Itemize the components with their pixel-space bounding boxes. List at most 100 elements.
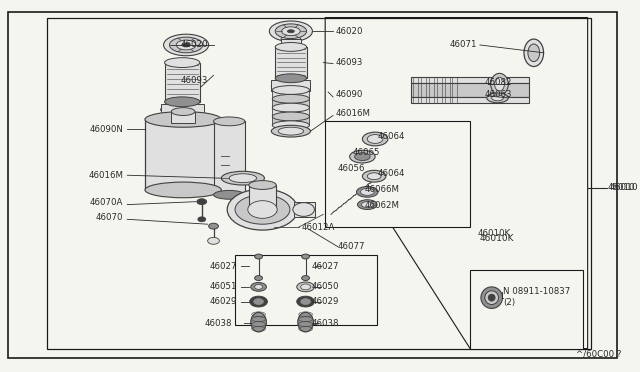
Ellipse shape <box>170 37 203 53</box>
Ellipse shape <box>164 58 200 67</box>
Ellipse shape <box>253 299 264 305</box>
Ellipse shape <box>182 43 190 47</box>
Ellipse shape <box>251 282 266 291</box>
Bar <box>47 17 591 349</box>
Ellipse shape <box>221 171 264 185</box>
Ellipse shape <box>269 21 312 42</box>
Bar <box>214 121 245 195</box>
Bar <box>294 202 316 217</box>
Ellipse shape <box>293 203 314 217</box>
Text: 46010: 46010 <box>607 183 635 192</box>
Bar <box>421 77 426 103</box>
Ellipse shape <box>214 117 245 126</box>
Text: 46090N: 46090N <box>90 125 124 134</box>
Ellipse shape <box>272 86 310 94</box>
Bar <box>281 39 301 47</box>
Ellipse shape <box>251 312 266 332</box>
Text: 46070A: 46070A <box>90 198 124 207</box>
Text: 46012A: 46012A <box>301 222 335 232</box>
Ellipse shape <box>272 103 310 112</box>
Ellipse shape <box>209 223 218 229</box>
Ellipse shape <box>491 73 508 95</box>
Ellipse shape <box>198 217 205 222</box>
Ellipse shape <box>235 195 290 224</box>
Bar <box>412 83 529 97</box>
Ellipse shape <box>164 97 200 107</box>
Text: ^/60C00 ?: ^/60C00 ? <box>576 350 621 359</box>
Text: 46038: 46038 <box>312 319 339 328</box>
Text: 46082: 46082 <box>485 78 512 87</box>
Text: 46010K: 46010K <box>478 230 511 238</box>
Ellipse shape <box>360 189 374 195</box>
Ellipse shape <box>492 95 504 101</box>
Ellipse shape <box>281 35 301 43</box>
Ellipse shape <box>349 150 375 163</box>
Bar <box>145 119 221 190</box>
Ellipse shape <box>301 276 310 280</box>
Ellipse shape <box>301 299 310 305</box>
Ellipse shape <box>275 74 307 83</box>
Ellipse shape <box>275 42 307 51</box>
Text: 46062M: 46062M <box>364 201 399 210</box>
Ellipse shape <box>271 125 310 137</box>
Bar <box>172 112 195 123</box>
Bar <box>235 254 377 325</box>
Bar <box>161 104 204 115</box>
Text: 46020: 46020 <box>180 41 207 49</box>
Ellipse shape <box>362 170 386 182</box>
Ellipse shape <box>271 81 310 92</box>
Ellipse shape <box>255 254 262 259</box>
Bar <box>164 62 200 102</box>
Ellipse shape <box>275 24 307 39</box>
Ellipse shape <box>229 174 257 183</box>
Bar <box>470 270 583 349</box>
Ellipse shape <box>362 132 388 146</box>
Ellipse shape <box>248 201 277 218</box>
Ellipse shape <box>356 186 378 197</box>
Text: (2): (2) <box>504 298 516 307</box>
Text: 46093: 46093 <box>180 76 207 85</box>
Ellipse shape <box>272 94 310 103</box>
Text: 46071: 46071 <box>449 41 477 49</box>
Text: 46056: 46056 <box>338 164 365 173</box>
Text: 46020: 46020 <box>336 27 364 36</box>
Ellipse shape <box>367 173 381 180</box>
Bar <box>429 77 434 103</box>
Ellipse shape <box>250 296 268 307</box>
Ellipse shape <box>278 127 303 135</box>
Bar <box>413 77 418 103</box>
Ellipse shape <box>524 39 543 67</box>
Ellipse shape <box>272 121 310 130</box>
Ellipse shape <box>197 199 207 205</box>
Text: 46029: 46029 <box>210 297 237 306</box>
Ellipse shape <box>297 282 314 292</box>
Bar <box>271 80 310 91</box>
Ellipse shape <box>214 190 245 199</box>
Bar <box>272 90 310 99</box>
Ellipse shape <box>207 237 220 244</box>
Ellipse shape <box>287 30 294 33</box>
Ellipse shape <box>488 294 495 301</box>
Ellipse shape <box>297 296 314 307</box>
Ellipse shape <box>301 254 310 259</box>
Ellipse shape <box>281 43 301 51</box>
Ellipse shape <box>528 44 540 62</box>
Ellipse shape <box>255 276 262 280</box>
Bar <box>272 99 310 108</box>
Text: 46063: 46063 <box>485 90 512 99</box>
Ellipse shape <box>255 285 262 289</box>
Ellipse shape <box>282 27 300 36</box>
Bar <box>272 108 310 116</box>
Text: 46027: 46027 <box>312 262 339 271</box>
Ellipse shape <box>164 34 209 56</box>
Ellipse shape <box>355 153 370 161</box>
Text: 46038: 46038 <box>205 319 232 328</box>
Bar <box>452 77 458 103</box>
Ellipse shape <box>481 287 502 308</box>
Ellipse shape <box>249 181 276 189</box>
Ellipse shape <box>176 40 196 50</box>
Ellipse shape <box>485 291 499 305</box>
Text: 46050: 46050 <box>312 282 339 291</box>
Ellipse shape <box>272 112 310 121</box>
Ellipse shape <box>487 93 508 103</box>
